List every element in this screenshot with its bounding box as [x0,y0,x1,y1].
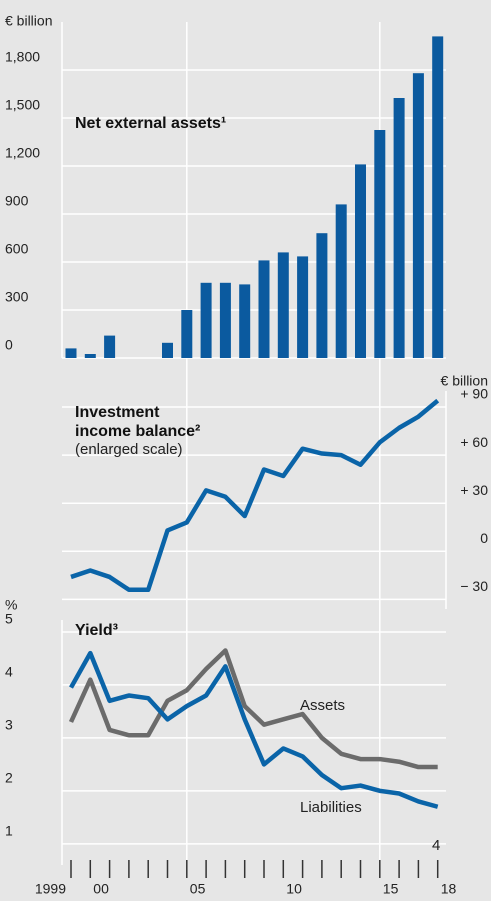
y-tick-label: 1 [5,823,13,839]
y-tick-label: 4 [5,664,13,680]
y-tick-label: 1,500 [5,97,40,113]
bar [316,233,328,358]
y-tick-label: 0 [480,530,488,546]
y-tick-label: 0 [5,337,13,353]
y-tick-label: 2 [5,770,13,786]
chart-title: Investment income balance² [75,404,201,440]
bar [181,310,193,358]
footnote: 4 [432,837,440,854]
y-tick-label: 900 [5,193,29,209]
bar [374,130,386,358]
y-tick-label: 1,200 [5,145,40,161]
chart-subtitle: (enlarged scale) [75,441,183,458]
bar [200,282,212,358]
bar [355,164,366,358]
chart-title: Yield³ [75,622,118,639]
y-tick-label: − 30 [460,578,488,594]
chart-title: Net external assets¹ [75,115,227,132]
axis-label: € billion [5,13,52,29]
bar [297,256,309,358]
axis-label: € billion [441,373,488,389]
axis-label: % [5,597,17,613]
bar [239,284,251,358]
bar [432,36,444,359]
bar [65,348,77,358]
bar [219,282,231,358]
bar [162,342,173,358]
x-tick-label: 00 [93,881,109,897]
y-tick-label: 3 [5,717,13,733]
y-tick-label: 600 [5,241,29,257]
bar [335,204,347,358]
x-tick-label: 05 [190,881,206,897]
bar [412,73,424,358]
y-tick-label: + 60 [460,434,488,450]
y-tick-label: + 90 [460,386,488,402]
series-label: Liabilities [300,799,362,816]
y-tick-label: 300 [5,289,29,305]
x-tick-label: 15 [383,881,399,897]
line-series [68,648,438,770]
x-tick-label: 10 [286,881,302,897]
y-tick-label: 5 [5,611,13,627]
series-label: Assets [300,697,345,714]
bar [258,260,270,358]
line-series [70,398,440,593]
x-tick-label: 18 [441,881,457,897]
bar [277,252,289,358]
line-series [69,650,439,809]
bar [104,335,116,358]
x-tick-label: 1999 [35,881,66,897]
y-tick-label: 1,800 [5,49,40,65]
bar [84,354,96,358]
bar [393,98,405,358]
y-tick-label: + 30 [460,482,488,498]
